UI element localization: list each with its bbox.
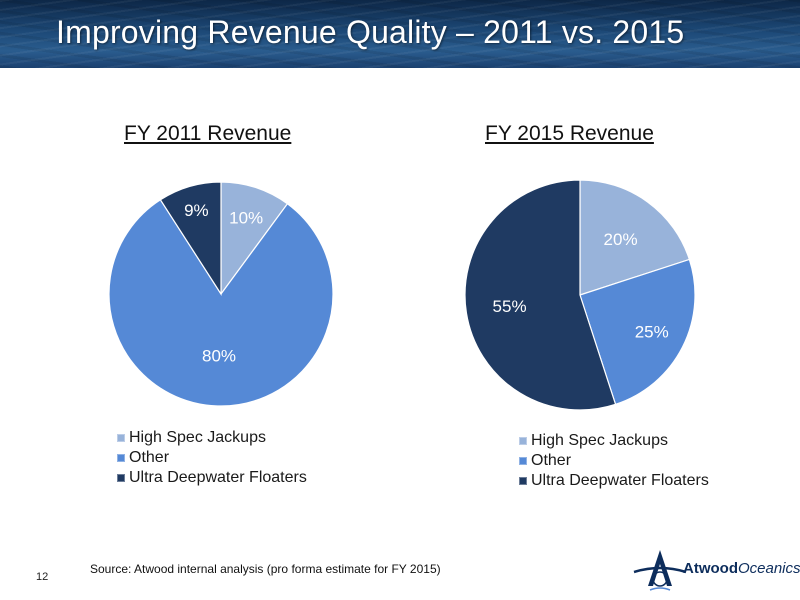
- chart-title-fy2011: FY 2011 Revenue: [124, 122, 292, 145]
- legend-item-other: Other: [519, 451, 709, 471]
- legend-label: High Spec Jackups: [531, 432, 668, 449]
- logo-name: Atwood: [683, 560, 738, 577]
- ocean-background: [0, 0, 800, 68]
- legend-swatch: [117, 474, 125, 482]
- pie-chart-fy2011: 10% 80% 9%: [108, 181, 334, 407]
- legend-fy2015: High Spec Jackups Other Ultra Deepwater …: [519, 431, 709, 491]
- source-note: Source: Atwood internal analysis (pro fo…: [90, 562, 441, 576]
- legend-item-high-spec-jackups: High Spec Jackups: [117, 428, 307, 448]
- slice-high-spec-jackups: [220, 181, 289, 296]
- data-label: 9%: [184, 201, 209, 220]
- legend-item-high-spec-jackups: High Spec Jackups: [519, 431, 709, 451]
- atwood-logo: [633, 550, 687, 591]
- legend-swatch: [117, 434, 125, 442]
- legend-label: Other: [129, 449, 170, 466]
- legend-item-other: Other: [117, 448, 307, 468]
- chart-title-fy2015: FY 2015 Revenue: [485, 122, 654, 145]
- legend-label: Ultra Deepwater Floaters: [531, 472, 709, 489]
- logo-text: AtwoodOceanics: [683, 560, 800, 577]
- legend-swatch: [117, 454, 125, 462]
- data-label: 25%: [635, 323, 669, 342]
- legend-swatch: [519, 457, 527, 465]
- legend-item-ultra-deepwater-floaters: Ultra Deepwater Floaters: [117, 468, 307, 488]
- legend-fy2011: High Spec Jackups Other Ultra Deepwater …: [117, 428, 307, 488]
- page-number: 12: [36, 571, 49, 583]
- data-label: 80%: [202, 347, 236, 366]
- slice-ultra-deepwater-floaters: [464, 179, 617, 411]
- slice-ultra-deepwater-floaters: [159, 181, 222, 297]
- legend-swatch: [519, 437, 527, 445]
- data-label: 20%: [604, 230, 638, 249]
- data-label: 10%: [229, 208, 263, 227]
- legend-label: Ultra Deepwater Floaters: [129, 469, 307, 486]
- data-label: 55%: [493, 297, 527, 316]
- legend-label: High Spec Jackups: [129, 429, 266, 446]
- legend-swatch: [519, 477, 527, 485]
- pie-chart-fy2015: 20% 25% 55%: [464, 179, 696, 411]
- legend-label: Other: [531, 452, 572, 469]
- logo-name-suffix: Oceanics: [737, 560, 800, 577]
- header-banner: Improving Revenue Quality – 2011 vs. 201…: [0, 0, 800, 68]
- slice-other: [579, 258, 696, 406]
- slice-high-spec-jackups: [579, 179, 691, 296]
- legend-item-ultra-deepwater-floaters: Ultra Deepwater Floaters: [519, 471, 709, 491]
- page-title: Improving Revenue Quality – 2011 vs. 201…: [56, 14, 685, 50]
- slice-other: [108, 198, 334, 407]
